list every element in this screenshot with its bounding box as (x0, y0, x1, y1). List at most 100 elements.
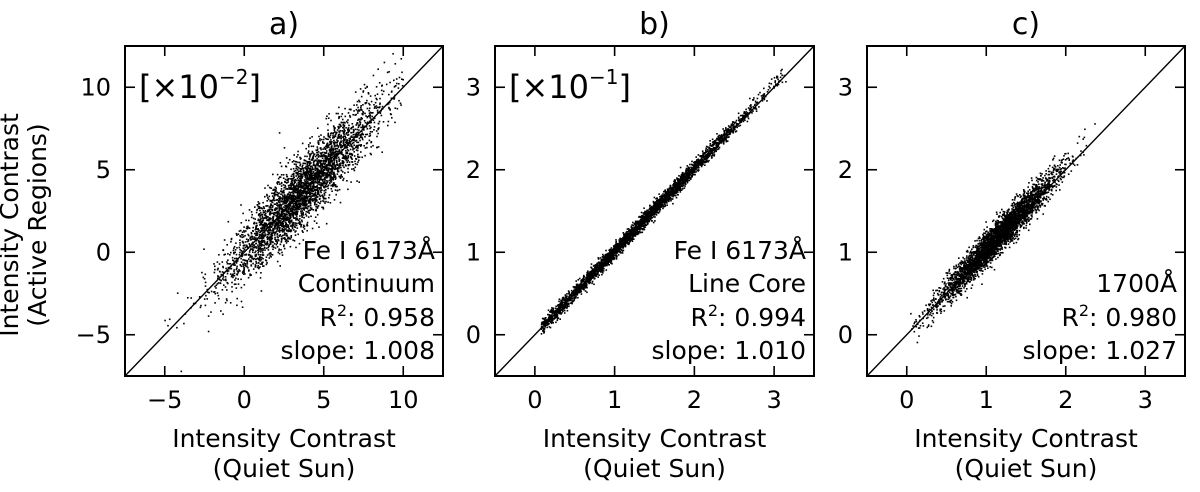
scatter-point (306, 193, 308, 195)
scatter-point (325, 192, 327, 194)
scatter-point (357, 129, 359, 131)
scatter-point (281, 185, 283, 187)
scatter-point (308, 146, 310, 148)
scatter-point (276, 227, 278, 229)
scatter-point (249, 243, 251, 245)
scatter-point (351, 135, 353, 137)
scatter-point (284, 232, 286, 234)
scatter-point (557, 320, 559, 322)
scatter-point (345, 150, 347, 152)
scatter-point (337, 148, 339, 150)
scatter-point (662, 193, 664, 195)
scatter-point (333, 165, 335, 167)
scatter-point (364, 120, 366, 122)
scatter-point (322, 152, 324, 154)
scatter-point (261, 224, 263, 226)
scatter-point (593, 284, 595, 286)
scatter-point (342, 180, 344, 182)
scatter-point (256, 272, 258, 274)
scatter-point (287, 188, 289, 190)
scatter-point (272, 210, 274, 212)
scatter-point (233, 252, 235, 254)
scatter-point (334, 167, 336, 169)
scatter-point (369, 104, 371, 106)
scatter-point (265, 259, 267, 261)
scatter-point (297, 227, 299, 229)
scatter-point (214, 272, 216, 274)
scatter-point (259, 232, 261, 234)
scatter-point (294, 226, 296, 228)
scatter-point (340, 142, 342, 144)
scatter-point (272, 249, 274, 251)
scatter-point (258, 246, 260, 248)
scatter-point (331, 181, 333, 183)
scatter-point (320, 134, 322, 136)
scatter-point (318, 156, 320, 158)
scatter-point (605, 250, 607, 252)
scatter-point (288, 162, 290, 164)
scatter-point (310, 202, 312, 204)
scatter-point (275, 203, 277, 205)
scatter-point (357, 154, 359, 156)
scatter-point (331, 168, 333, 170)
scatter-point (310, 177, 312, 179)
scatter-point (310, 189, 312, 191)
scatter-point (339, 177, 341, 179)
scatter-point (350, 128, 352, 130)
scatter-point (331, 190, 333, 192)
scatter-point (261, 240, 263, 242)
scatter-point (345, 127, 347, 129)
scatter-point (337, 140, 339, 142)
scatter-point (306, 169, 308, 171)
scatter-point (232, 277, 234, 279)
scatter-point (281, 166, 283, 168)
scatter-point (293, 216, 295, 218)
scatter-point (313, 165, 315, 167)
scatter-point (314, 186, 316, 188)
scatter-point (247, 261, 249, 263)
scatter-point (290, 197, 292, 199)
scatter-point (314, 176, 316, 178)
scatter-point (327, 139, 329, 141)
scatter-point (272, 228, 274, 230)
scatter-point (308, 144, 310, 146)
scatter-point (307, 171, 309, 173)
scatter-point (233, 269, 235, 271)
scatter-point (293, 174, 295, 176)
scatter-point (396, 83, 398, 85)
scatter-point (200, 305, 202, 307)
scatter-point (216, 285, 218, 287)
scatter-point (662, 208, 664, 210)
scatter-point (304, 205, 306, 207)
scatter-point (323, 160, 325, 162)
scatter-point (376, 86, 378, 88)
scatter-point (364, 113, 366, 115)
scatter-point (303, 208, 305, 210)
scatter-point (384, 62, 386, 64)
scatter-point (367, 142, 369, 144)
scatter-point (320, 166, 322, 168)
scatter-point (300, 208, 302, 210)
scatter-point (236, 266, 238, 268)
scatter-point (244, 284, 246, 286)
scatter-point (334, 154, 336, 156)
scatter-point (366, 147, 368, 149)
scatter-point (301, 174, 303, 176)
scatter-point (342, 157, 344, 159)
scatter-point (684, 187, 686, 189)
scatter-point (243, 236, 245, 238)
scatter-point (328, 158, 330, 160)
scatter-point (282, 254, 284, 256)
scatter-point (311, 176, 313, 178)
scatter-point (358, 125, 360, 127)
scatter-point (377, 107, 379, 109)
scatter-point (241, 287, 243, 289)
scatter-point (322, 200, 324, 202)
scatter-point (267, 211, 269, 213)
scatter-point (304, 196, 306, 198)
scatter-point (315, 216, 317, 218)
scatter-point (304, 167, 306, 169)
scatter-point (238, 283, 240, 285)
scatter-point (336, 144, 338, 146)
scatter-point (310, 186, 312, 188)
